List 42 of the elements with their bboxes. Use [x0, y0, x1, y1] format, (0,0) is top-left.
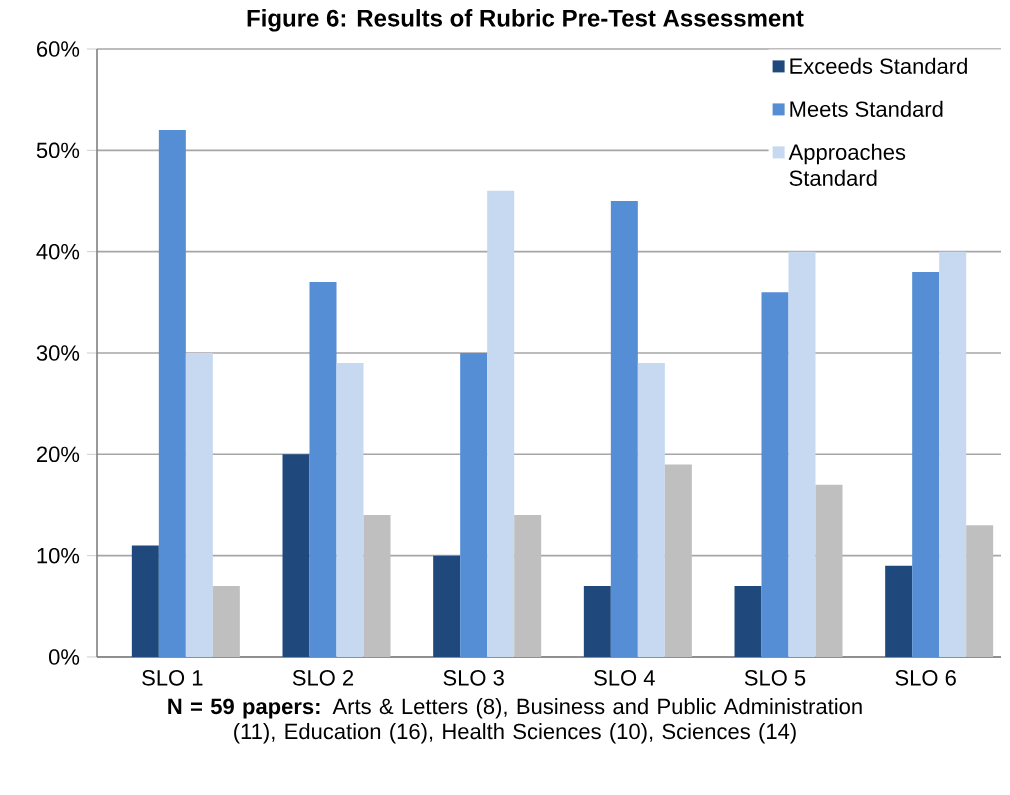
bar [460, 352, 488, 657]
bar [761, 292, 789, 657]
bar [212, 586, 240, 657]
bar [185, 352, 213, 657]
bar [131, 545, 159, 657]
bar [664, 464, 692, 657]
y-tick-label: 50% [36, 142, 80, 159]
x-tick-label: SLO 1 [142, 670, 203, 686]
bar [637, 363, 665, 657]
bar [514, 515, 542, 657]
bar [788, 251, 816, 657]
chart-title: Figure 6: Results of Rubric Pre-Test Assessment [247, 9, 804, 32]
bar [336, 363, 364, 657]
bar [885, 565, 913, 657]
bar [309, 282, 337, 657]
x-tick-label: SLO 2 [292, 670, 354, 686]
legend-label: Approaches Standard [788, 143, 906, 186]
y-tick-label: 40% [36, 243, 80, 260]
x-tick-label: SLO 4 [594, 670, 655, 686]
y-tick-label: 20% [37, 446, 80, 463]
legend-label: Exceeds Standard [790, 57, 967, 74]
bar [966, 525, 994, 657]
x-tick-label: SLO 5 [744, 670, 806, 686]
legend-label: Meets Standard [790, 100, 943, 117]
y-tick-label: 30% [36, 345, 80, 361]
bar [363, 515, 391, 657]
y-tick-label: 0% [48, 649, 80, 665]
bar [158, 130, 186, 657]
text: N = 59 papers: Arts & Letters (8), Business and Public Administration (11), Education (16), Health Sciences (10), Sciences (14) [168, 698, 862, 744]
bar [939, 251, 967, 657]
x-tick-label: SLO 3 [443, 670, 504, 686]
bar [912, 271, 940, 657]
bar [734, 586, 762, 657]
bar [433, 555, 461, 657]
bar [815, 484, 843, 657]
x-tick-label: SLO 6 [895, 670, 956, 686]
y-tick-label: 60% [37, 41, 80, 57]
bar [282, 454, 310, 657]
bar [487, 190, 515, 657]
bar [610, 200, 638, 657]
bar [583, 586, 611, 657]
y-tick-label: 10% [37, 547, 80, 564]
